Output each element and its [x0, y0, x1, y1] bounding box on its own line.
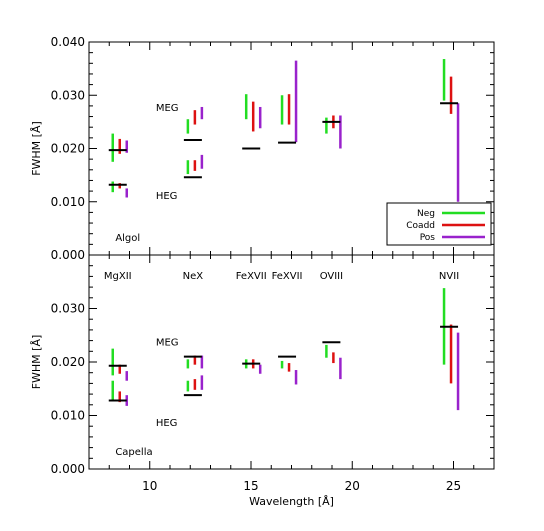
legend-label: Pos [420, 233, 436, 243]
ion-label: NVII [439, 271, 459, 282]
ion-label: FeXVII [272, 271, 303, 282]
y-tick-label: 0.000 [51, 248, 85, 262]
annotation-heg: HEG [156, 191, 178, 202]
panel-label: Capella [115, 447, 152, 458]
ion-label: FeXVII [236, 271, 267, 282]
y-axis-title: FWHM [Å] [30, 121, 43, 176]
panel-frame [88, 254, 495, 470]
y-tick-label: 0.020 [51, 142, 85, 156]
x-tick-label: 20 [345, 479, 360, 493]
y-tick-label: 0.030 [51, 302, 85, 316]
x-tick-label: 15 [243, 479, 258, 493]
y-tick-label: 0.020 [51, 355, 85, 369]
ion-label: OVIII [320, 271, 343, 282]
ion-label: NeX [183, 271, 204, 282]
x-tick-label: 10 [142, 479, 157, 493]
panel-algol: 0.000 0.010 0.020 0.030 0.040 FWHM [Å] Algol ME… [30, 35, 495, 262]
y-tick-label: 0.010 [51, 409, 85, 423]
x-tick-label: 25 [446, 479, 461, 493]
x-axis-title: Wavelength [Å] [249, 495, 334, 508]
annotation-meg: MEG [156, 103, 179, 114]
annotation-meg: MEG [156, 338, 179, 349]
legend-label: Neg [417, 209, 435, 219]
annotation-heg: HEG [156, 418, 178, 429]
ion-label: MgXII [104, 271, 132, 282]
panel-label: Algol [115, 233, 140, 244]
y-tick-label: 0.030 [51, 88, 85, 102]
legend: Neg Coadd Pos [386, 202, 492, 246]
legend-label: Coadd [406, 221, 435, 231]
y-tick-label: 0.000 [51, 462, 85, 476]
y-tick-label: 0.040 [51, 35, 85, 49]
panel-capella: 0.000 0.010 0.020 0.030 FWHM [Å] Capella MEG HE… [30, 254, 495, 476]
y-axis-title: FWHM [Å] [30, 335, 43, 390]
y-tick-label: 0.010 [51, 195, 85, 209]
